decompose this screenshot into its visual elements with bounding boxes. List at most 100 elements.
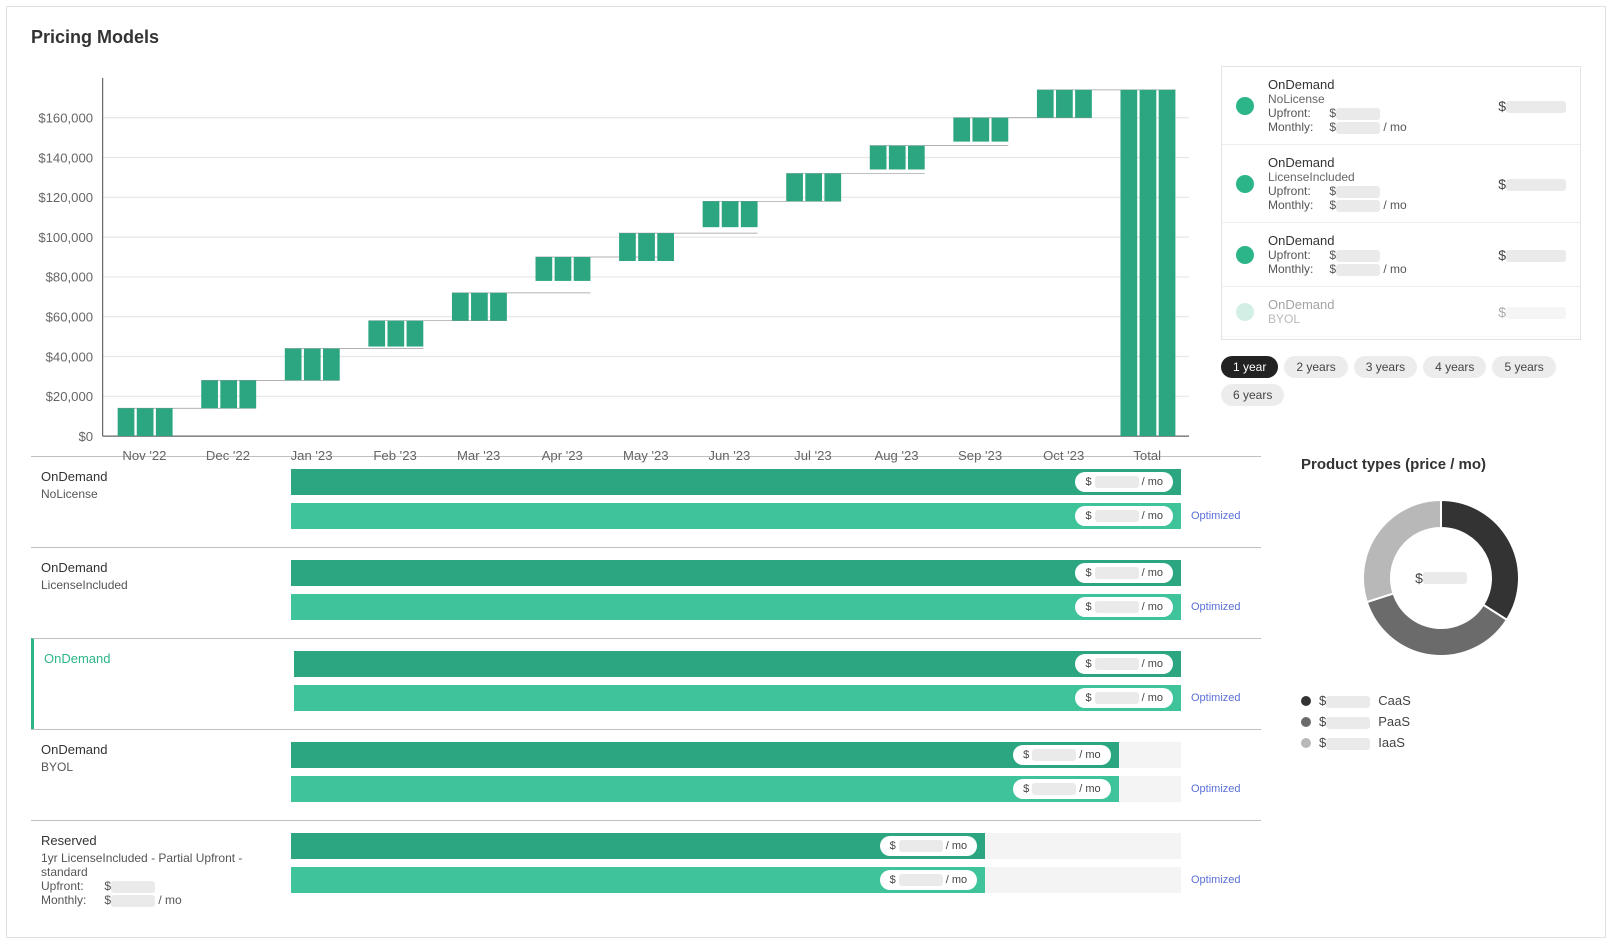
svg-text:$40,000: $40,000 xyxy=(46,349,93,364)
legend-item: $ CaaS xyxy=(1301,693,1581,708)
card-title: OnDemand xyxy=(1268,155,1484,170)
pricing-row-title: OnDemand xyxy=(41,560,271,575)
card-subtitle: NoLicense xyxy=(1268,92,1484,106)
pricing-row[interactable]: Reserved 1yr LicenseIncluded - Partial U… xyxy=(31,820,1261,917)
donut-center-value xyxy=(1423,572,1467,584)
pricing-bar-optimized: $ / mo xyxy=(294,685,1181,711)
donut-center-prefix: $ xyxy=(1415,570,1423,586)
page-title: Pricing Models xyxy=(31,27,1581,48)
card-subtitle: LicenseIncluded xyxy=(1268,170,1484,184)
pricing-row[interactable]: OnDemand BYOL $ / mo $ / mo Optimized xyxy=(31,729,1261,820)
legend-item: $ IaaS xyxy=(1301,735,1581,750)
legend-value: $ xyxy=(1319,693,1370,708)
pricing-badge: $ / mo xyxy=(1075,688,1173,708)
status-dot-icon xyxy=(1236,97,1254,115)
legend-value: $ xyxy=(1319,714,1370,729)
optimized-label: Optimized xyxy=(1191,783,1261,795)
card-monthly: Monthly: $ / mo xyxy=(1268,262,1484,276)
pricing-row-title: OnDemand xyxy=(44,651,274,666)
card-upfront: Upfront: $ xyxy=(1268,184,1484,198)
pricing-row-detail: Monthly: $ / mo xyxy=(41,893,271,907)
year-pill[interactable]: 6 years xyxy=(1221,384,1284,406)
card-monthly: Monthly: $ / mo xyxy=(1268,120,1484,134)
pricing-badge: $ / mo xyxy=(1013,745,1111,765)
svg-text:Jul '23: Jul '23 xyxy=(794,448,832,463)
svg-text:$60,000: $60,000 xyxy=(46,309,93,324)
card-upfront: Upfront: $ xyxy=(1268,248,1484,262)
svg-text:Sep '23: Sep '23 xyxy=(958,448,1002,463)
svg-text:Oct '23: Oct '23 xyxy=(1043,448,1084,463)
donut-title: Product types (price / mo) xyxy=(1301,456,1581,473)
legend-label: PaaS xyxy=(1378,714,1410,729)
pricing-row[interactable]: OnDemand $ / mo $ / mo Optimized xyxy=(31,638,1261,729)
pricing-row-subtitle: BYOL xyxy=(41,760,271,774)
waterfall-chart: $0$20,000$40,000$60,000$80,000$100,000$1… xyxy=(31,66,1201,406)
pricing-card-list[interactable]: OnDemand NoLicense Upfront: $ Monthly: $… xyxy=(1221,66,1581,340)
legend-label: IaaS xyxy=(1378,735,1405,750)
pricing-badge: $ / mo xyxy=(1075,506,1173,526)
svg-text:Jun '23: Jun '23 xyxy=(708,448,750,463)
pricing-bar-optimized: $ / mo xyxy=(291,867,1181,893)
year-pill[interactable]: 4 years xyxy=(1423,356,1486,378)
svg-text:$100,000: $100,000 xyxy=(38,230,93,245)
optimized-label: Optimized xyxy=(1191,510,1261,522)
status-dot-icon xyxy=(1236,246,1254,264)
svg-text:Jan '23: Jan '23 xyxy=(291,448,333,463)
svg-text:$140,000: $140,000 xyxy=(38,150,93,165)
pricing-bar-main: $ / mo xyxy=(291,469,1181,495)
svg-text:Total: Total xyxy=(1133,448,1161,463)
pricing-row-detail: Upfront: $ xyxy=(41,879,271,893)
card-amount: $ xyxy=(1498,247,1566,263)
svg-text:Mar '23: Mar '23 xyxy=(457,448,500,463)
card-subtitle: BYOL xyxy=(1268,312,1484,326)
card-monthly: Monthly: $ / mo xyxy=(1268,198,1484,212)
card-title: OnDemand xyxy=(1268,297,1484,312)
optimized-label: Optimized xyxy=(1191,692,1261,704)
card-upfront: Upfront: $ xyxy=(1268,106,1484,120)
pricing-badge: $ / mo xyxy=(1075,654,1173,674)
legend-dot-icon xyxy=(1301,717,1311,727)
pricing-bar-main: $ / mo xyxy=(294,651,1181,677)
donut-legend: $ CaaS $ PaaS $ IaaS xyxy=(1301,693,1581,750)
year-pill[interactable]: 2 years xyxy=(1284,356,1347,378)
pricing-bar-main: $ / mo xyxy=(291,560,1181,586)
svg-text:Nov '22: Nov '22 xyxy=(122,448,166,463)
svg-text:$160,000: $160,000 xyxy=(38,111,93,126)
year-pill[interactable]: 3 years xyxy=(1354,356,1417,378)
svg-text:$0: $0 xyxy=(78,429,93,444)
card-amount: $ xyxy=(1498,176,1566,192)
pricing-bar-main: $ / mo xyxy=(291,833,1181,859)
pricing-badge: $ / mo xyxy=(880,870,978,890)
svg-text:Aug '23: Aug '23 xyxy=(874,448,918,463)
pricing-bars-list: OnDemand NoLicense $ / mo $ / mo Optimiz… xyxy=(31,456,1261,917)
donut-chart: $ xyxy=(1356,493,1526,663)
legend-value: $ xyxy=(1319,735,1370,750)
pricing-row[interactable]: OnDemand LicenseIncluded $ / mo $ / mo O… xyxy=(31,547,1261,638)
pricing-badge: $ / mo xyxy=(1075,563,1173,583)
svg-text:$20,000: $20,000 xyxy=(46,389,93,404)
legend-label: CaaS xyxy=(1378,693,1411,708)
pricing-badge: $ / mo xyxy=(880,836,978,856)
status-dot-icon xyxy=(1236,175,1254,193)
pricing-bar-optimized: $ / mo xyxy=(291,503,1181,529)
pricing-card[interactable]: OnDemand LicenseIncluded Upfront: $ Mont… xyxy=(1222,145,1580,223)
year-selector: 1 year 2 years 3 years 4 years 5 years 6 year… xyxy=(1221,356,1581,406)
svg-text:May '23: May '23 xyxy=(623,448,669,463)
pricing-card[interactable]: OnDemand Upfront: $ Monthly: $ / mo $ xyxy=(1222,223,1580,287)
pricing-bar-main: $ / mo xyxy=(291,742,1181,768)
pricing-row-subtitle: LicenseIncluded xyxy=(41,578,271,592)
card-title: OnDemand xyxy=(1268,77,1484,92)
pricing-bar-optimized: $ / mo xyxy=(291,776,1181,802)
pricing-row-title: OnDemand xyxy=(41,742,271,757)
year-pill[interactable]: 5 years xyxy=(1492,356,1555,378)
year-pill[interactable]: 1 year xyxy=(1221,356,1278,378)
svg-text:$80,000: $80,000 xyxy=(46,270,93,285)
card-amount: $ xyxy=(1498,304,1566,320)
pricing-card[interactable]: OnDemand BYOL $ xyxy=(1222,287,1580,337)
card-title: OnDemand xyxy=(1268,233,1484,248)
pricing-card[interactable]: OnDemand NoLicense Upfront: $ Monthly: $… xyxy=(1222,67,1580,145)
legend-dot-icon xyxy=(1301,696,1311,706)
optimized-label: Optimized xyxy=(1191,874,1261,886)
svg-text:Dec '22: Dec '22 xyxy=(206,448,250,463)
svg-text:Apr '23: Apr '23 xyxy=(542,448,583,463)
